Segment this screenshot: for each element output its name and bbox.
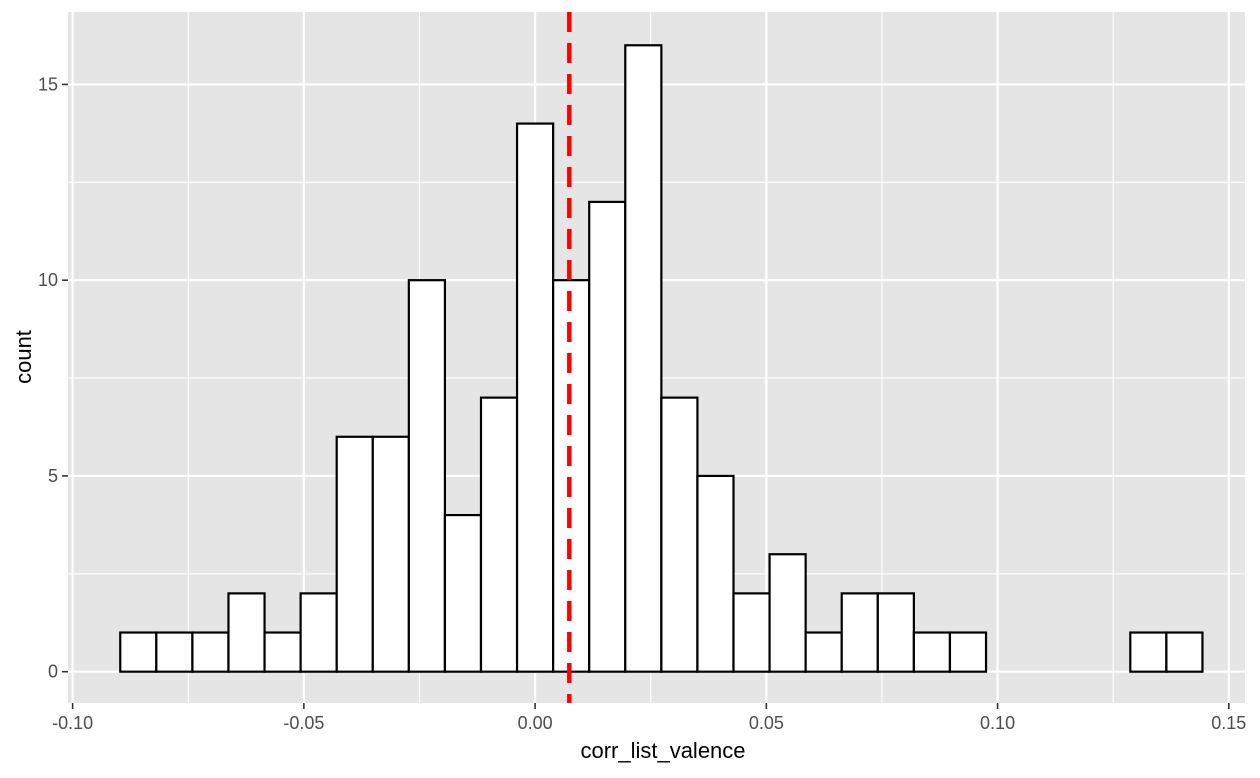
x-tick-label: -0.10 bbox=[52, 713, 93, 733]
histogram-bar bbox=[588, 200, 627, 673]
histogram-bar bbox=[732, 592, 771, 673]
histogram-bars bbox=[119, 44, 1204, 673]
histogram-bar bbox=[263, 631, 302, 673]
histogram-bar bbox=[515, 122, 555, 673]
histogram-bar bbox=[1165, 631, 1204, 673]
histogram-bar bbox=[948, 631, 988, 673]
histogram-bar bbox=[227, 592, 266, 673]
histogram-bar bbox=[155, 631, 194, 673]
x-axis-title: corr_list_valence bbox=[580, 738, 745, 763]
histogram-bar bbox=[119, 631, 158, 673]
histogram-bar bbox=[479, 396, 519, 673]
histogram-bar bbox=[1129, 631, 1168, 673]
histogram-bar bbox=[335, 435, 374, 673]
histogram-bar bbox=[191, 631, 230, 673]
histogram-bar bbox=[624, 44, 663, 673]
histogram-bar bbox=[768, 553, 807, 673]
x-tick-label: 0.10 bbox=[980, 713, 1015, 733]
y-axis-title: count bbox=[11, 330, 36, 384]
y-tick-label: 0 bbox=[48, 662, 58, 682]
x-tick-label: 0.15 bbox=[1211, 713, 1246, 733]
histogram-bar bbox=[660, 396, 699, 673]
histogram-bar bbox=[407, 279, 447, 673]
y-tick-label: 10 bbox=[38, 270, 58, 290]
histogram-bar bbox=[443, 513, 483, 673]
histogram-bar bbox=[804, 631, 843, 673]
histogram-bar bbox=[876, 592, 915, 673]
histogram-bar bbox=[840, 592, 879, 673]
histogram-bar bbox=[696, 474, 735, 673]
histogram-bar bbox=[912, 631, 952, 673]
x-tick-label: -0.05 bbox=[283, 713, 324, 733]
x-tick-label: 0.05 bbox=[749, 713, 784, 733]
axes: -0.10 -0.05 0.00 0.05 0.10 0.15 0 5 10 15 bbox=[38, 74, 1246, 733]
y-tick-label: 5 bbox=[48, 466, 58, 486]
histogram-bar bbox=[299, 592, 338, 673]
x-tick-label: 0.00 bbox=[518, 713, 553, 733]
y-tick-label: 15 bbox=[38, 74, 58, 94]
histogram-bar bbox=[371, 435, 410, 673]
